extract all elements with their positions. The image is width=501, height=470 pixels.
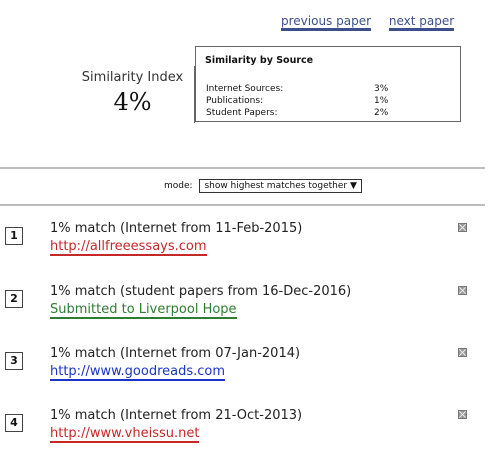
source-row-student-papers: Student Papers: 2% <box>206 108 456 118</box>
match-description: 1% match (student papers from 16-Dec-201… <box>50 284 352 299</box>
similarity-index-label: Similarity Index <box>81 70 184 85</box>
mode-label: mode: <box>164 181 193 191</box>
exclude-source-icon[interactable] <box>458 286 467 295</box>
match-item: 3 1% match (Internet from 07-Jan-2014) h… <box>0 346 480 386</box>
divider-top <box>0 167 485 169</box>
match-description: 1% match (Internet from 07-Jan-2014) <box>50 346 301 361</box>
source-label: Student Papers: <box>206 108 278 118</box>
similarity-index: Similarity Index 4% <box>71 66 195 123</box>
match-description: 1% match (Internet from 21-Oct-2013) <box>50 408 303 423</box>
paper-nav: previous paper next paper <box>281 14 455 31</box>
source-row-publications: Publications: 1% <box>206 96 456 106</box>
match-item: 1 1% match (Internet from 11-Feb-2015) h… <box>0 221 480 261</box>
source-value: 3% <box>374 84 389 94</box>
source-label: Internet Sources: <box>206 84 284 94</box>
match-number: 3 <box>5 352 23 370</box>
divider-bottom <box>0 204 485 206</box>
exclude-source-icon[interactable] <box>458 348 467 357</box>
match-source-link[interactable]: http://www.goodreads.com <box>50 364 226 381</box>
match-source-link[interactable]: http://allfreeessays.com <box>50 239 207 256</box>
match-number: 2 <box>5 290 23 308</box>
match-description: 1% match (Internet from 11-Feb-2015) <box>50 221 303 236</box>
source-label: Publications: <box>206 96 264 106</box>
similarity-by-source-box: Similarity by Source Internet Sources: 3… <box>195 46 461 122</box>
match-source-link[interactable]: http://www.vheissu.net <box>50 426 200 443</box>
source-row-internet: Internet Sources: 3% <box>206 84 456 94</box>
mode-control: mode: show highest matches together ▼ <box>164 179 362 193</box>
exclude-source-icon[interactable] <box>458 223 467 232</box>
exclude-source-icon[interactable] <box>458 410 467 419</box>
next-paper-link[interactable]: next paper <box>388 15 455 31</box>
source-value: 2% <box>374 108 389 118</box>
match-source-link[interactable]: Submitted to Liverpool Hope <box>50 302 237 319</box>
source-value: 1% <box>374 96 389 106</box>
previous-paper-link[interactable]: previous paper <box>281 15 372 31</box>
match-number: 1 <box>5 227 23 245</box>
mode-select[interactable]: show highest matches together ▼ <box>199 179 362 193</box>
similarity-by-source-title: Similarity by Source <box>205 55 314 66</box>
match-item: 2 1% match (student papers from 16-Dec-2… <box>0 284 480 324</box>
similarity-index-value: 4% <box>113 88 152 116</box>
match-item: 4 1% match (Internet from 21-Oct-2013) h… <box>0 408 480 448</box>
match-number: 4 <box>5 414 23 432</box>
